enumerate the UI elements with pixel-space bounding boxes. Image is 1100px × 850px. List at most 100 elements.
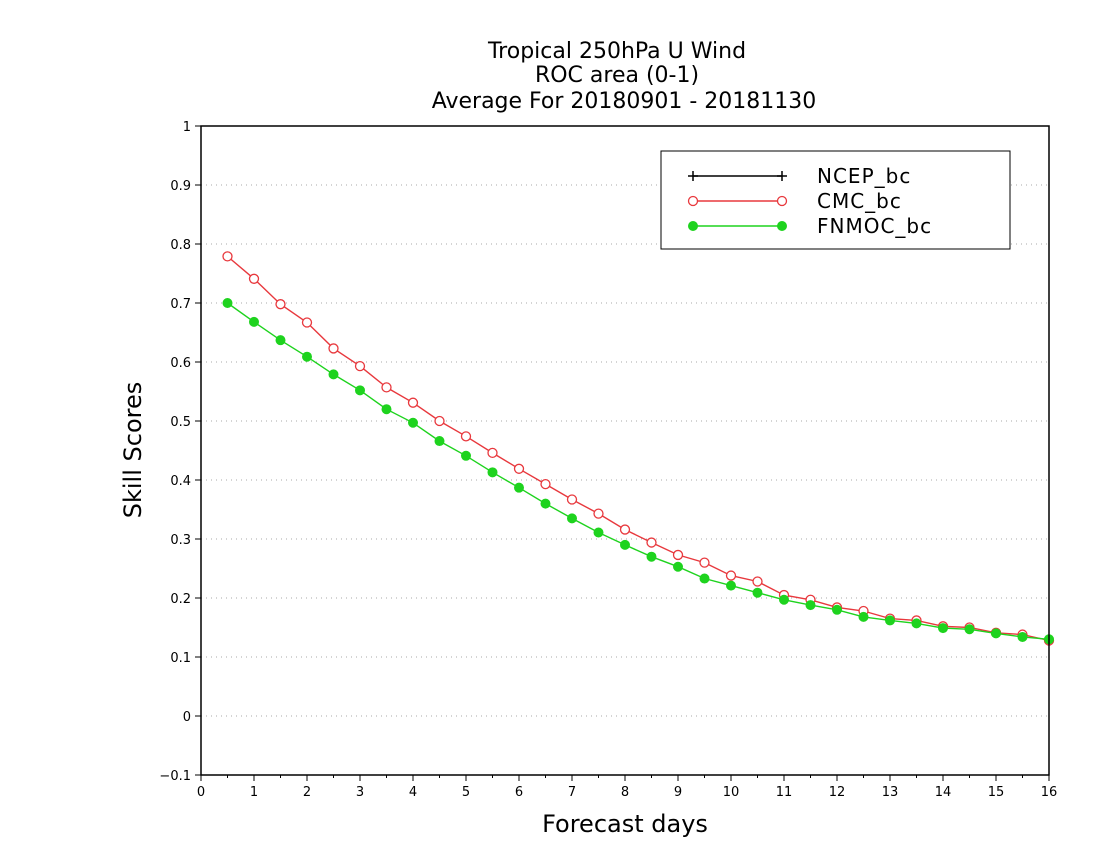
data-point bbox=[776, 195, 788, 207]
x-tick-label: 11 bbox=[776, 785, 793, 800]
data-point bbox=[275, 299, 286, 310]
y-tick-label: 0.4 bbox=[170, 474, 191, 489]
data-point bbox=[328, 343, 339, 354]
y-tick-label: 1 bbox=[183, 120, 191, 135]
series-line bbox=[227, 302, 1050, 640]
data-point bbox=[302, 351, 312, 362]
y-tick-label: 0.3 bbox=[170, 533, 191, 548]
data-point bbox=[885, 615, 895, 626]
data-point bbox=[777, 221, 787, 231]
data-point bbox=[832, 604, 842, 615]
data-point bbox=[688, 221, 698, 231]
series-layer bbox=[222, 251, 1055, 646]
y-tick-label: 0.6 bbox=[170, 356, 191, 371]
y-tick-label: 0.2 bbox=[170, 592, 191, 607]
x-tick-label: 0 bbox=[197, 785, 205, 800]
data-point bbox=[566, 494, 578, 505]
data-point bbox=[911, 618, 922, 629]
legend-entry: CMC_bc bbox=[687, 189, 902, 213]
x-tick-label: 12 bbox=[829, 785, 846, 800]
x-tick-label: 6 bbox=[515, 785, 523, 800]
x-tick-label: 10 bbox=[723, 785, 740, 800]
title-line-3: Average For 20180901 - 20181130 bbox=[432, 89, 817, 114]
data-point bbox=[514, 482, 524, 493]
x-tick-label: 2 bbox=[303, 785, 311, 800]
data-point bbox=[408, 417, 418, 428]
data-point bbox=[248, 273, 260, 284]
data-point bbox=[434, 415, 445, 427]
data-point bbox=[567, 513, 577, 524]
data-point bbox=[381, 382, 392, 393]
legend-label: CMC_bc bbox=[817, 189, 902, 213]
data-point bbox=[593, 527, 604, 538]
x-tick-label: 3 bbox=[356, 785, 364, 800]
plot-frame bbox=[200, 125, 1050, 776]
y-tick-label: 0.9 bbox=[170, 179, 191, 194]
data-point bbox=[858, 611, 869, 622]
data-point bbox=[752, 576, 763, 587]
legend-entry: FNMOC_bc bbox=[688, 214, 932, 238]
data-point bbox=[1017, 631, 1028, 642]
y-tick-label: 0.5 bbox=[170, 415, 191, 430]
data-point bbox=[620, 539, 630, 550]
data-point bbox=[687, 195, 699, 207]
data-point bbox=[752, 587, 763, 598]
data-point bbox=[460, 431, 472, 442]
data-point bbox=[672, 549, 684, 561]
data-point bbox=[487, 447, 498, 459]
y-tick-label: 0.1 bbox=[170, 651, 191, 666]
data-point bbox=[328, 369, 339, 380]
grid-lines bbox=[201, 184, 1049, 717]
data-point bbox=[540, 498, 551, 509]
y-tick-label: 0.7 bbox=[170, 297, 191, 312]
y-tick-label: −0.1 bbox=[159, 769, 191, 784]
data-point bbox=[407, 397, 419, 408]
x-axis-ticks: 0 1 2 3 4 5 6 7 8 9 10 11 12 13 14 15 16 bbox=[197, 775, 1057, 800]
chart-title: Tropical 250hPa U Wind ROC area (0-1) Av… bbox=[432, 39, 817, 114]
data-point bbox=[688, 171, 698, 181]
data-point bbox=[355, 385, 365, 396]
y-tick-label: 0.8 bbox=[170, 238, 191, 253]
x-tick-label: 5 bbox=[462, 785, 470, 800]
data-point bbox=[777, 171, 787, 181]
data-point bbox=[779, 594, 789, 605]
x-tick-label: 4 bbox=[409, 785, 417, 800]
series-fnmoc-bc bbox=[222, 298, 1054, 645]
data-point bbox=[593, 508, 604, 519]
data-point bbox=[726, 580, 736, 591]
data-point bbox=[646, 537, 657, 548]
data-point bbox=[540, 478, 551, 490]
title-line-2: ROC area (0-1) bbox=[535, 63, 699, 88]
title-line-1: Tropical 250hPa U Wind bbox=[487, 39, 746, 64]
data-point bbox=[725, 570, 737, 581]
data-point bbox=[646, 551, 657, 562]
data-point bbox=[991, 628, 1001, 639]
legend-label: FNMOC_bc bbox=[817, 214, 932, 238]
x-tick-label: 16 bbox=[1041, 785, 1058, 800]
data-point bbox=[699, 573, 710, 584]
data-point bbox=[222, 251, 233, 262]
x-tick-label: 14 bbox=[935, 785, 952, 800]
x-axis-label: Forecast days bbox=[542, 810, 708, 838]
data-point bbox=[619, 524, 631, 535]
data-point bbox=[381, 404, 392, 415]
x-tick-label: 8 bbox=[621, 785, 629, 800]
y-tick-label: 0 bbox=[183, 710, 191, 725]
x-tick-label: 9 bbox=[674, 785, 682, 800]
x-tick-label: 1 bbox=[250, 785, 258, 800]
data-point bbox=[513, 463, 525, 474]
series-line bbox=[227, 255, 1050, 642]
data-point bbox=[222, 298, 233, 308]
y-axis-label: Skill Scores bbox=[119, 382, 147, 519]
data-point bbox=[249, 316, 259, 327]
data-point bbox=[354, 360, 366, 372]
legend-box bbox=[660, 150, 1011, 250]
y-axis-ticks: −0.1 0 0.1 0.2 0.3 0.4 0.5 0.6 0.7 0.8 0.9 1 bbox=[159, 120, 201, 784]
data-point bbox=[938, 623, 948, 634]
data-point bbox=[964, 624, 975, 635]
data-point bbox=[487, 467, 498, 478]
x-tick-label: 15 bbox=[988, 785, 1005, 800]
data-point bbox=[434, 436, 445, 447]
